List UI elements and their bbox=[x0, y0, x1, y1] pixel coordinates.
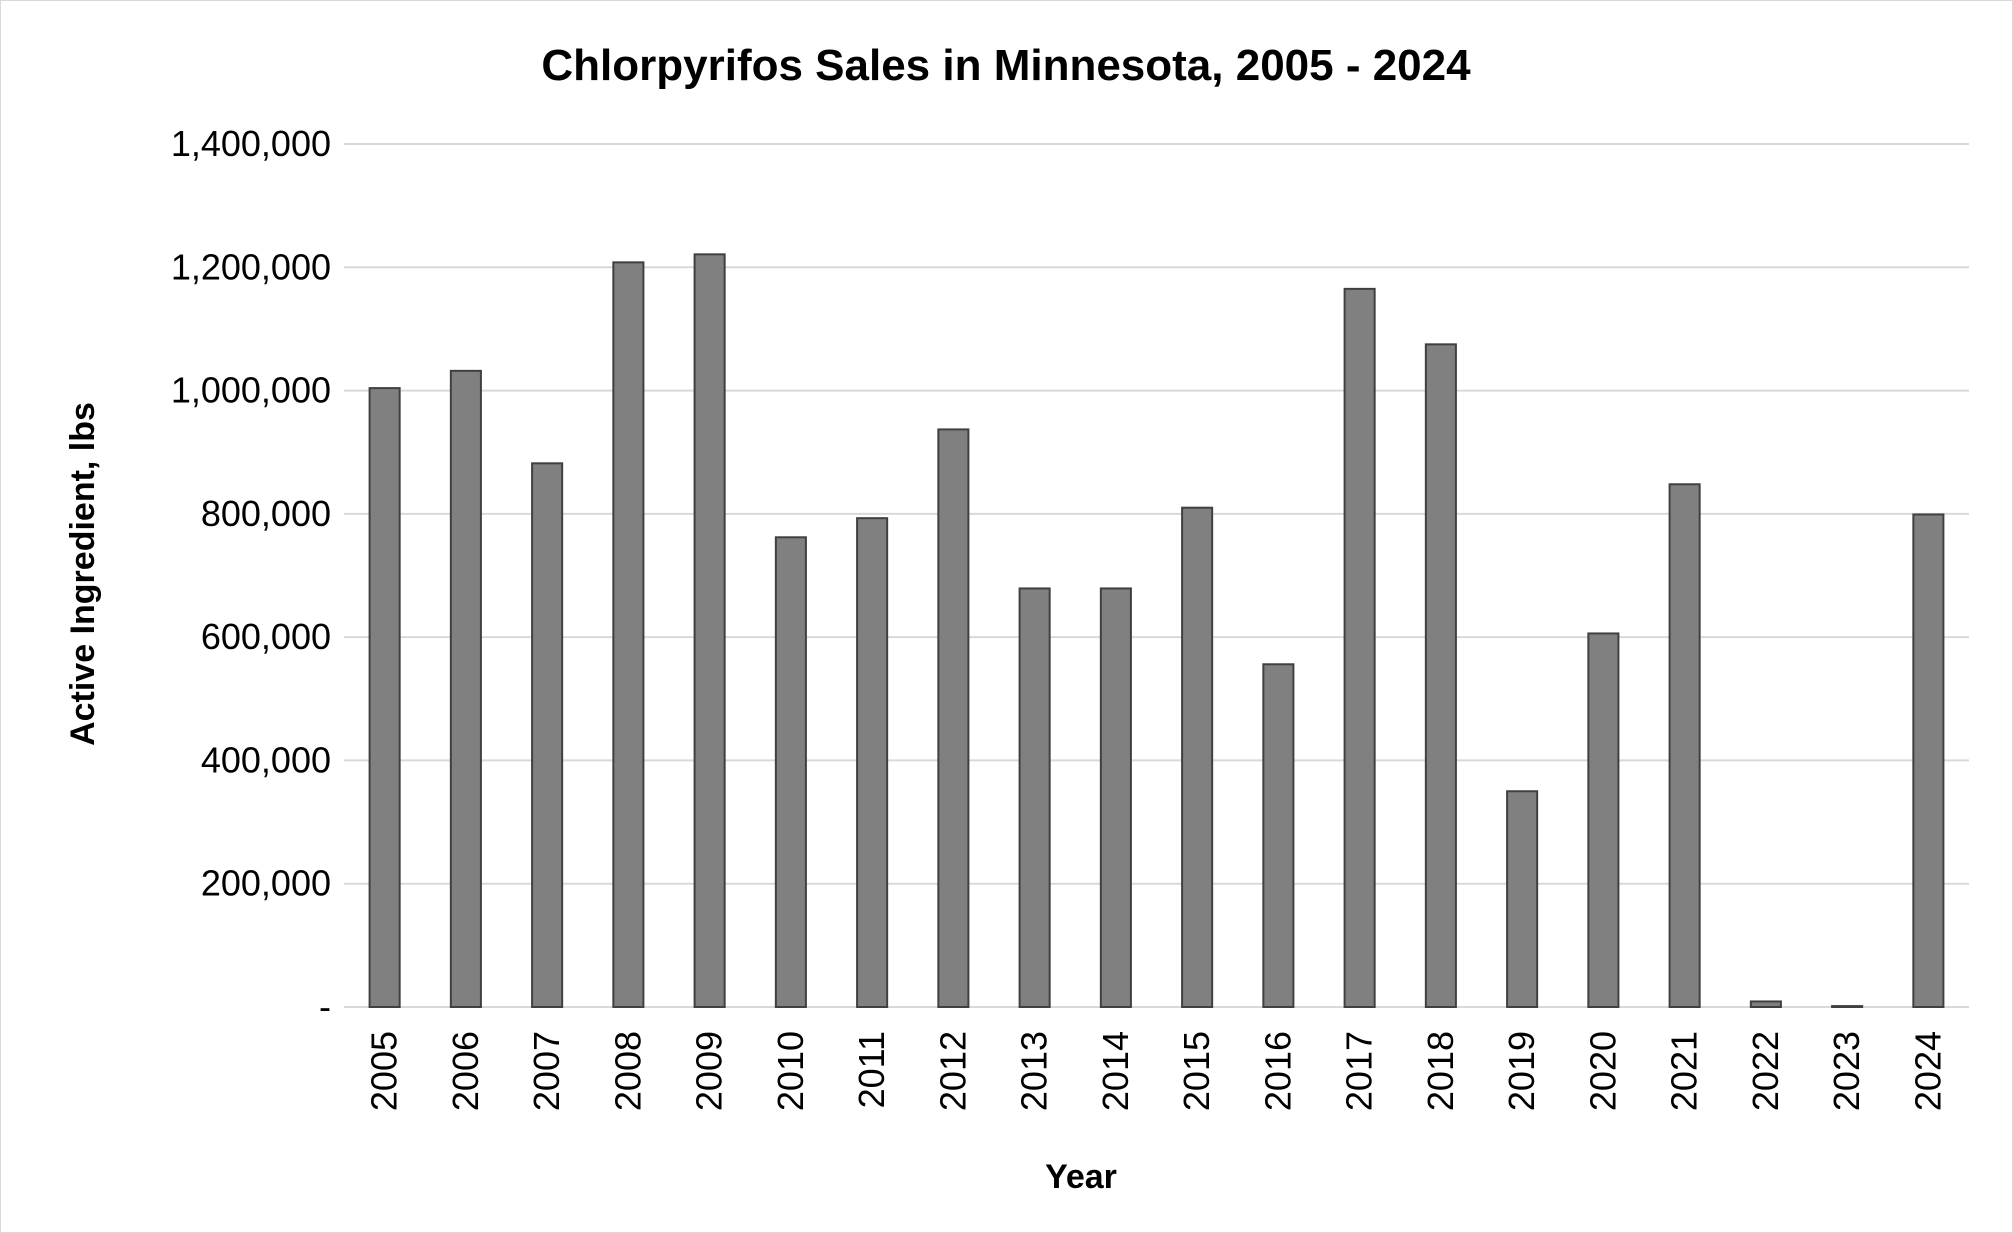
x-tick-label-2020: 2020 bbox=[1582, 1031, 1623, 1111]
bar-2007 bbox=[531, 462, 564, 1008]
x-tick-label-2013: 2013 bbox=[1014, 1031, 1055, 1111]
x-tick-label-2008: 2008 bbox=[607, 1031, 648, 1111]
x-tick-label-2024: 2024 bbox=[1907, 1031, 1948, 1111]
bar-2015 bbox=[1181, 506, 1214, 1008]
bar-2010 bbox=[774, 536, 807, 1008]
bar-2019 bbox=[1506, 790, 1539, 1008]
y-tick-label: 1,200,000 bbox=[171, 246, 331, 287]
y-tick-label: 600,000 bbox=[201, 616, 331, 657]
bar-2024 bbox=[1912, 513, 1945, 1008]
x-tick-label-2005: 2005 bbox=[364, 1031, 405, 1111]
bar-2013 bbox=[1018, 587, 1051, 1008]
bar-2017 bbox=[1343, 287, 1376, 1008]
x-tick-label-2019: 2019 bbox=[1501, 1031, 1542, 1111]
gridlines bbox=[344, 143, 1969, 1008]
x-tick-label-2012: 2012 bbox=[932, 1031, 973, 1111]
y-tick-label: 1,000,000 bbox=[171, 370, 331, 411]
bars bbox=[368, 253, 1945, 1009]
bar-2012 bbox=[937, 428, 970, 1008]
x-tick-label-2010: 2010 bbox=[770, 1031, 811, 1111]
y-axis-tick-labels: - 200,000 400,000 600,000 800,000 1,000,000 1,… bbox=[171, 123, 331, 1027]
bar-2020 bbox=[1587, 632, 1620, 1008]
x-tick-label-2015: 2015 bbox=[1176, 1031, 1217, 1111]
y-tick-label: 200,000 bbox=[201, 863, 331, 904]
bar-2005 bbox=[368, 387, 401, 1008]
x-tick-label-2021: 2021 bbox=[1664, 1031, 1705, 1111]
chart-title: Chlorpyrifos Sales in Minnesota, 2005 - … bbox=[541, 41, 1471, 90]
bar-2021 bbox=[1668, 483, 1701, 1009]
bar-2018 bbox=[1424, 343, 1457, 1008]
bar-2022 bbox=[1749, 1000, 1782, 1009]
y-tick-label: 800,000 bbox=[201, 493, 331, 534]
bar-2014 bbox=[1099, 587, 1132, 1008]
x-tick-label-2007: 2007 bbox=[526, 1031, 567, 1111]
x-tick-label-2018: 2018 bbox=[1420, 1031, 1461, 1111]
x-tick-label-2006: 2006 bbox=[445, 1031, 486, 1111]
x-tick-label-2023: 2023 bbox=[1826, 1031, 1867, 1111]
bar-2006 bbox=[449, 369, 482, 1008]
x-tick-label-2014: 2014 bbox=[1095, 1031, 1136, 1111]
x-tick-label-2011: 2011 bbox=[851, 1031, 892, 1108]
y-tick-label: 400,000 bbox=[201, 739, 331, 780]
y-tick-label: 1,400,000 bbox=[171, 123, 331, 164]
x-axis-title: Year bbox=[1045, 1158, 1117, 1196]
x-tick-label-2009: 2009 bbox=[689, 1031, 730, 1111]
bar-2011 bbox=[856, 517, 889, 1008]
bar-2023 bbox=[1831, 1005, 1864, 1009]
bar-2016 bbox=[1262, 663, 1295, 1008]
x-tick-label-2016: 2016 bbox=[1257, 1031, 1298, 1111]
bar-2009 bbox=[693, 253, 726, 1009]
bar-2008 bbox=[612, 261, 645, 1008]
x-tick-label-2017: 2017 bbox=[1339, 1031, 1380, 1111]
x-axis-tick-labels: 2005 2006 2007 2008 2009 2010 2011 2012 2013 2014… bbox=[364, 1031, 1949, 1111]
y-axis-title: Active Ingredient, lbs bbox=[64, 402, 102, 746]
y-tick-label: - bbox=[319, 986, 331, 1027]
x-tick-label-2022: 2022 bbox=[1745, 1031, 1786, 1111]
